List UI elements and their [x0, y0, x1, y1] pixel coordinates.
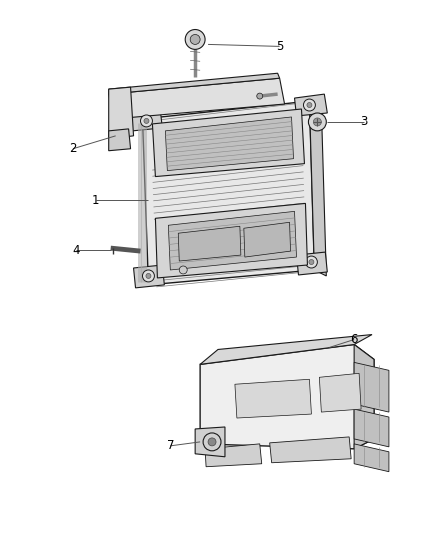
Polygon shape: [142, 101, 314, 285]
Circle shape: [307, 102, 312, 108]
Polygon shape: [235, 379, 311, 418]
Circle shape: [179, 266, 187, 274]
Polygon shape: [109, 87, 134, 139]
Circle shape: [190, 35, 200, 44]
Circle shape: [142, 270, 155, 282]
Polygon shape: [297, 252, 327, 275]
Polygon shape: [155, 204, 307, 278]
Circle shape: [144, 118, 149, 124]
Polygon shape: [244, 222, 290, 257]
Polygon shape: [200, 344, 374, 449]
Circle shape: [314, 118, 321, 126]
Text: 6: 6: [350, 333, 358, 346]
Polygon shape: [309, 101, 326, 276]
Circle shape: [146, 273, 151, 278]
Text: 1: 1: [92, 194, 99, 207]
Polygon shape: [205, 444, 262, 467]
Polygon shape: [354, 362, 389, 412]
Circle shape: [141, 115, 152, 127]
Circle shape: [185, 29, 205, 50]
Circle shape: [257, 93, 263, 99]
Polygon shape: [109, 78, 285, 119]
Text: 7: 7: [166, 439, 174, 453]
Polygon shape: [131, 111, 162, 131]
Polygon shape: [354, 344, 374, 449]
Polygon shape: [134, 265, 164, 288]
Text: 5: 5: [276, 40, 283, 53]
Polygon shape: [195, 427, 225, 457]
Polygon shape: [270, 437, 351, 463]
Circle shape: [308, 113, 326, 131]
Circle shape: [208, 438, 216, 446]
Text: 3: 3: [360, 116, 368, 128]
Circle shape: [305, 256, 318, 268]
Text: 4: 4: [72, 244, 80, 256]
Polygon shape: [354, 444, 389, 472]
Circle shape: [309, 260, 314, 264]
Polygon shape: [168, 212, 297, 270]
Polygon shape: [165, 117, 293, 171]
Circle shape: [203, 433, 221, 451]
Polygon shape: [319, 373, 361, 412]
Polygon shape: [294, 94, 327, 116]
Polygon shape: [200, 335, 372, 365]
Polygon shape: [354, 409, 389, 447]
Polygon shape: [109, 129, 131, 151]
Polygon shape: [178, 226, 241, 261]
Text: 2: 2: [69, 142, 77, 155]
Polygon shape: [152, 109, 304, 176]
Polygon shape: [109, 73, 279, 94]
Circle shape: [304, 99, 315, 111]
